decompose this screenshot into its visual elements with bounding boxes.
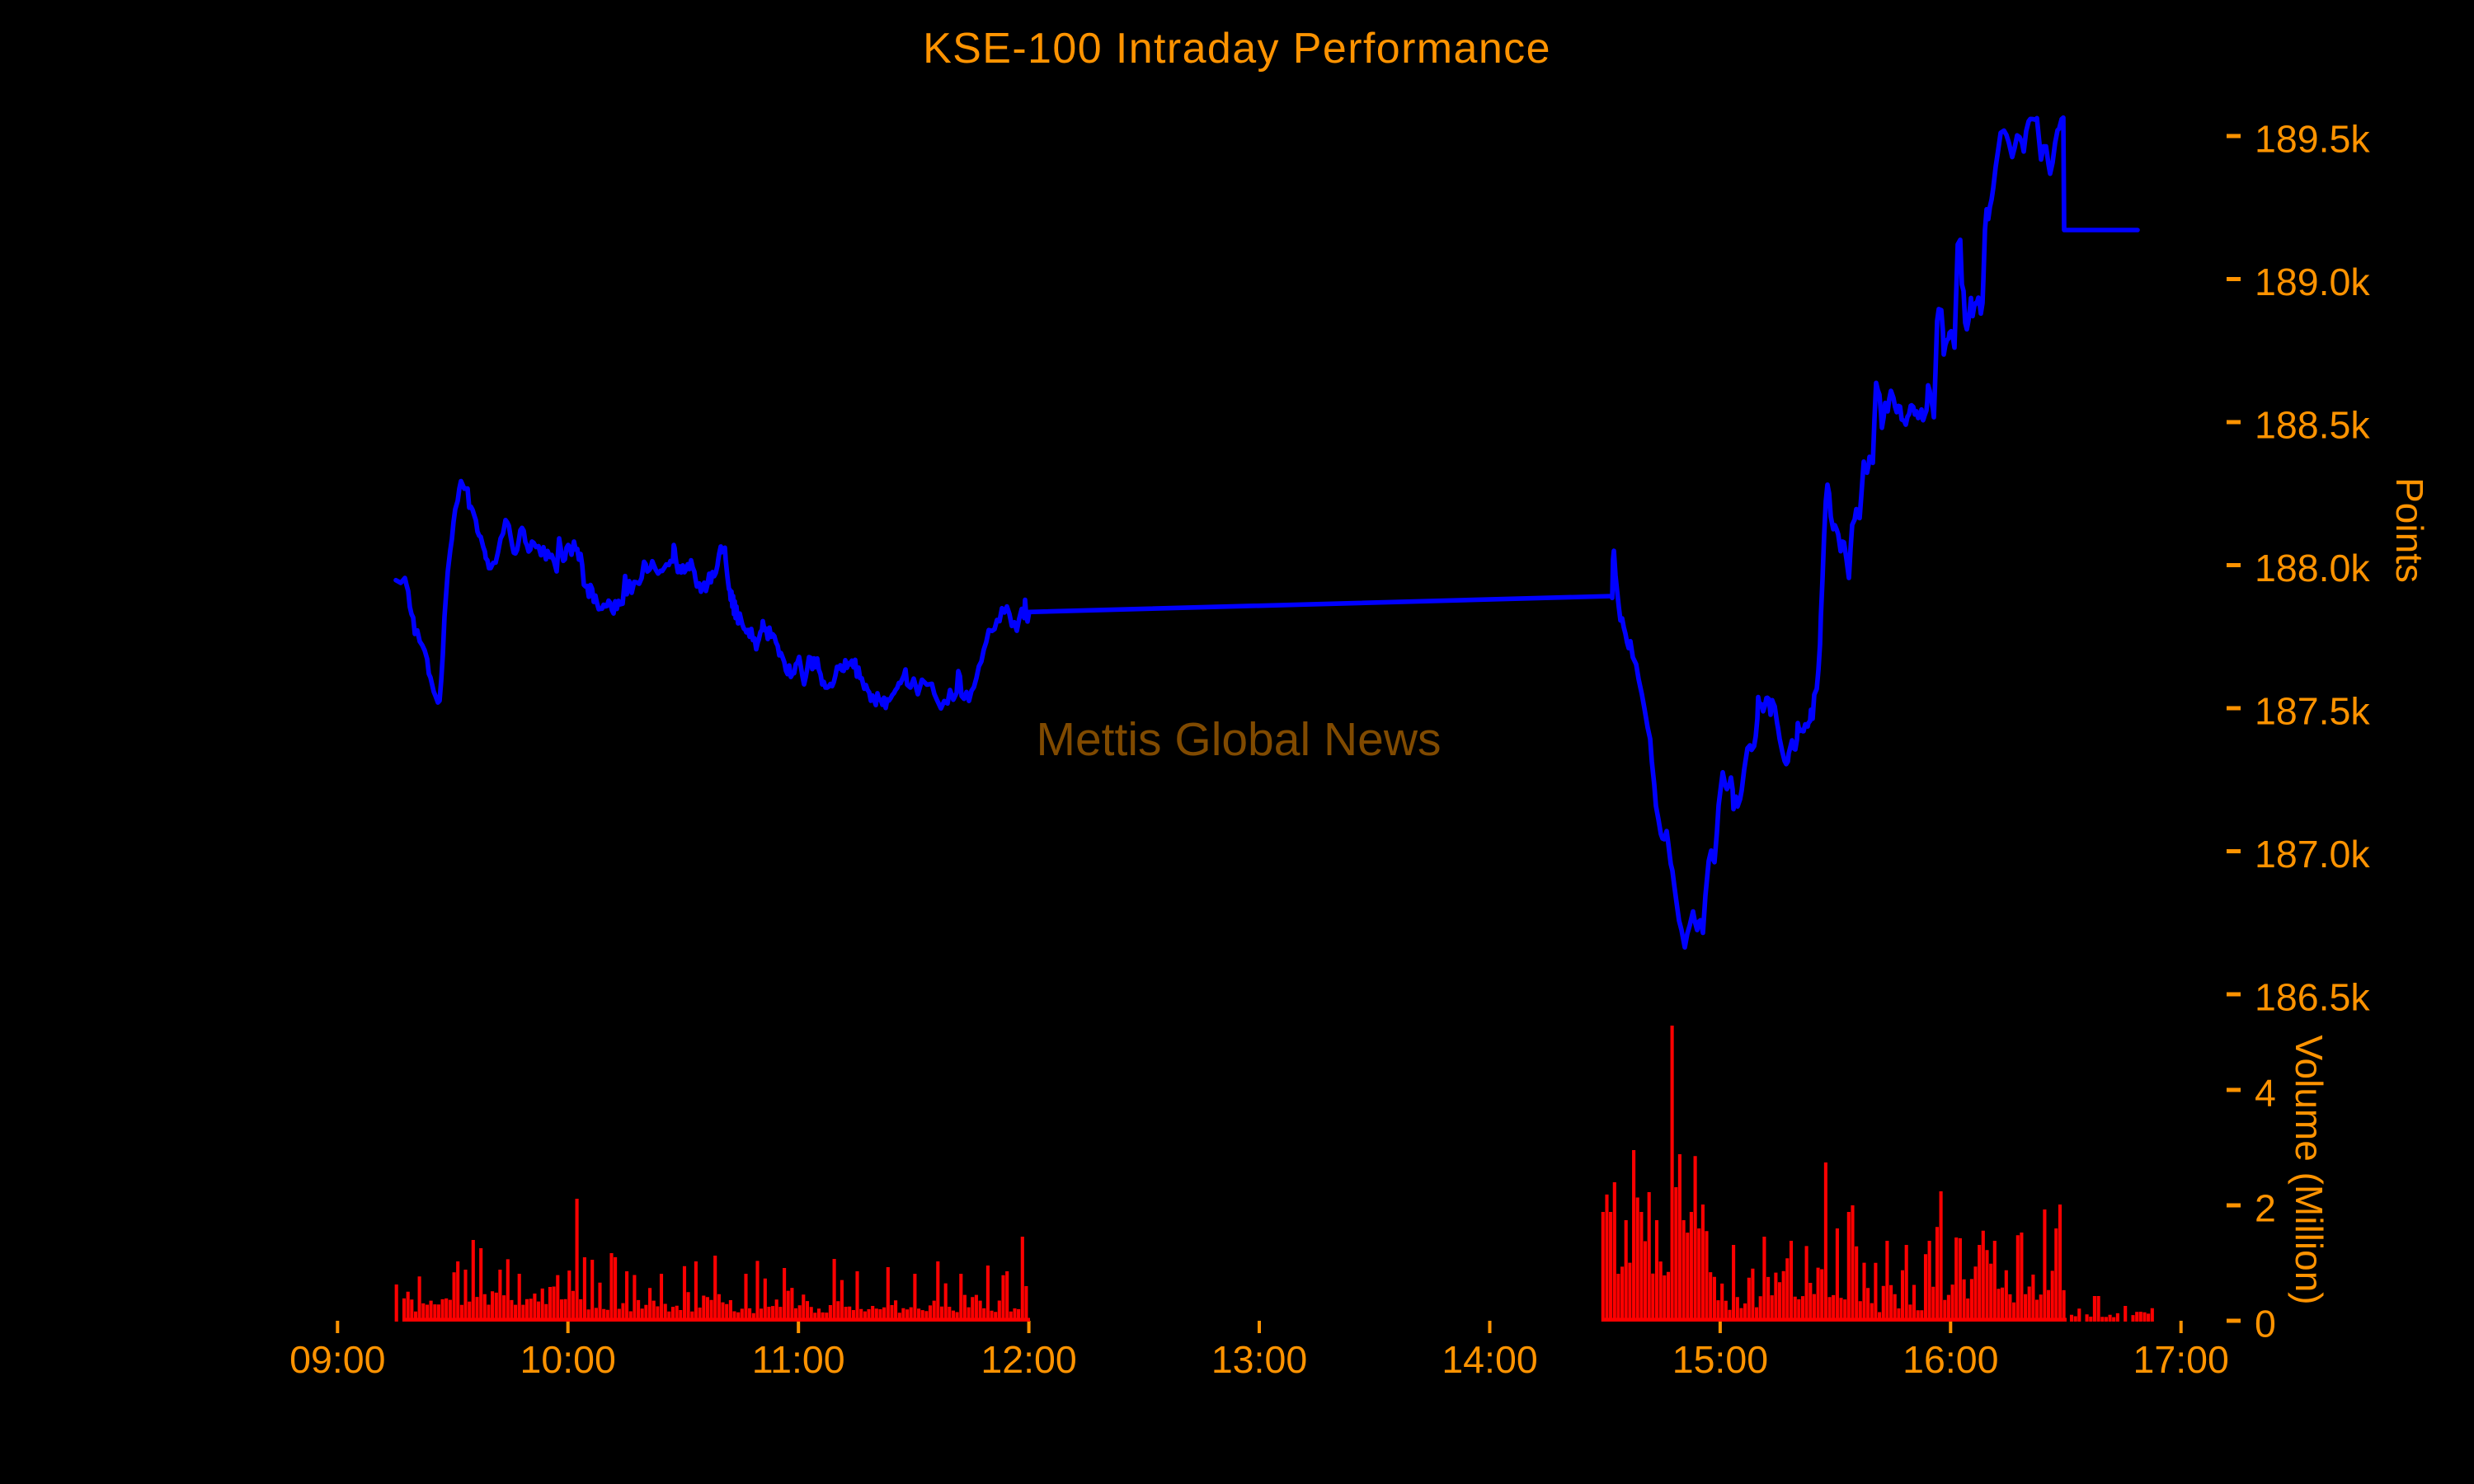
svg-text:09:00: 09:00 [289, 1338, 385, 1381]
svg-text:13:00: 13:00 [1211, 1338, 1307, 1381]
svg-text:11:00: 11:00 [752, 1338, 845, 1381]
svg-text:Points: Points [2388, 477, 2431, 583]
svg-text:188.0k: 188.0k [2255, 547, 2370, 589]
svg-text:Mettis Global News: Mettis Global News [1037, 713, 1442, 766]
svg-text:17:00: 17:00 [2133, 1338, 2229, 1381]
svg-text:188.5k: 188.5k [2255, 404, 2370, 447]
svg-text:16:00: 16:00 [1903, 1338, 1998, 1381]
svg-text:189.5k: 189.5k [2255, 118, 2370, 161]
svg-text:15:00: 15:00 [1672, 1338, 1768, 1381]
svg-text:12:00: 12:00 [981, 1338, 1076, 1381]
svg-text:2: 2 [2255, 1187, 2276, 1230]
svg-text:10:00: 10:00 [520, 1338, 616, 1381]
svg-text:189.0k: 189.0k [2255, 261, 2370, 303]
svg-text:Volume (Million): Volume (Million) [2288, 1035, 2331, 1304]
svg-text:14:00: 14:00 [1442, 1338, 1537, 1381]
svg-text:187.0k: 187.0k [2255, 833, 2370, 876]
svg-text:4: 4 [2255, 1072, 2276, 1115]
svg-text:0: 0 [2255, 1303, 2276, 1345]
svg-text:186.5k: 186.5k [2255, 976, 2370, 1019]
svg-text:187.5k: 187.5k [2255, 690, 2370, 733]
svg-text:KSE-100 Intraday Performance: KSE-100 Intraday Performance [923, 25, 1551, 73]
